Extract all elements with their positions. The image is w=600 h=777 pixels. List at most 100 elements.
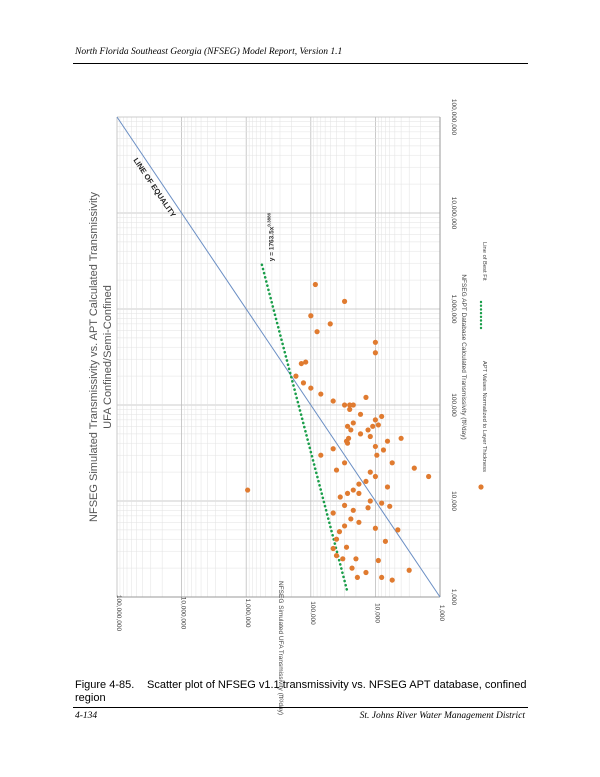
data-point [379, 413, 385, 420]
y-axis-title: NFSEG Simulated UFA Transmissivity (ft²/… [277, 581, 284, 715]
y-tick-label: 10,000,000 [180, 597, 187, 630]
data-point [363, 394, 369, 400]
line-of-best-fit [260, 261, 349, 591]
data-point [374, 452, 380, 458]
data-point [353, 556, 359, 562]
data-point [398, 435, 404, 441]
data-point [350, 420, 356, 426]
data-point [384, 438, 391, 444]
chart-subtitle: UFA Confined/Semi-Confined [102, 285, 114, 429]
data-point [389, 460, 395, 466]
data-point [333, 552, 340, 559]
data-point [354, 574, 360, 581]
data-point [340, 556, 346, 562]
data-point [372, 443, 378, 450]
data-point [379, 500, 385, 506]
data-point [350, 507, 356, 513]
data-point [375, 422, 381, 428]
data-point [372, 417, 378, 423]
data-point [347, 406, 353, 412]
chart-tick-labels: 1,000 10,000 100,000 1,000,000 10,000,000 100… [115, 99, 457, 632]
x-axis-title: NFSEG APT Database Calculated Transmissi… [460, 274, 467, 439]
data-point [337, 494, 343, 500]
y-tick-label: 1,000,000 [244, 599, 251, 628]
figure-number: Figure 4-85. [75, 679, 135, 691]
footer-rule [73, 707, 528, 708]
data-point [348, 516, 354, 522]
data-point [341, 523, 348, 529]
data-point [365, 427, 371, 433]
fit-equation-label: y = 1763.5x0.3886 [266, 212, 275, 261]
data-point [344, 423, 351, 429]
data-point [395, 527, 401, 533]
y-tick-label: 10,000 [373, 603, 380, 623]
data-point [298, 360, 304, 367]
data-point [357, 411, 364, 417]
data-point [426, 473, 432, 480]
data-point [356, 481, 362, 487]
data-point [300, 380, 307, 386]
data-point [349, 565, 355, 571]
data-point [365, 505, 371, 511]
data-point [330, 398, 336, 404]
data-point [341, 402, 348, 408]
data-point [411, 465, 417, 471]
data-point [356, 490, 362, 496]
legend-point-marker [478, 484, 484, 490]
x-tick-label: 1,000,000 [450, 295, 457, 324]
page-number: 4-134 [75, 711, 98, 721]
data-point [357, 431, 364, 437]
data-point [372, 473, 378, 480]
data-point [318, 391, 324, 397]
x-tick-label: 10,000,000 [450, 197, 457, 230]
data-point [343, 544, 350, 550]
data-point [330, 510, 336, 516]
data-point [406, 567, 412, 573]
chart-title: NFSEG Simulated Transmissivity vs. APT C… [88, 192, 100, 522]
chart-gridlines [116, 116, 441, 598]
data-point [336, 529, 343, 535]
chart-reference-lines [116, 116, 441, 598]
data-point [375, 557, 381, 564]
y-tick-label: 1,000 [438, 605, 445, 622]
data-point [389, 577, 395, 583]
data-point [318, 452, 324, 458]
data-point [372, 525, 378, 531]
data-point [333, 467, 340, 473]
data-point [380, 447, 387, 453]
data-point [293, 373, 299, 379]
header-rule [73, 63, 528, 64]
x-tick-label: 10,000 [450, 491, 457, 511]
data-point [367, 469, 373, 475]
x-tick-label: 100,000 [450, 393, 457, 417]
x-tick-label: 100,000,000 [450, 99, 457, 136]
legend-points-label: APT Values Normalized to Layer Thickness [481, 361, 487, 472]
data-point [327, 321, 333, 327]
data-point [379, 574, 385, 581]
data-point [372, 339, 378, 345]
figure-caption: Figure 4-85. Scatter plot of NFSEG v1.1 t… [75, 679, 530, 705]
data-point [308, 313, 314, 319]
chart-data-points [245, 281, 432, 583]
chart-text: LINE OF EQUALITY y = 1763.5x0.3886 NFSEG S… [88, 156, 487, 715]
data-point [348, 427, 354, 433]
data-point [372, 350, 378, 356]
data-point [363, 478, 369, 485]
data-point [330, 545, 336, 552]
data-point [341, 502, 348, 508]
data-point [245, 487, 251, 493]
data-point [333, 536, 340, 542]
footer-organization: St. Johns River Water Management Distric… [359, 711, 525, 721]
legend-fit-label: Line of Best Fit [481, 242, 487, 281]
data-point [367, 433, 373, 440]
data-point [370, 423, 376, 429]
data-point [341, 298, 348, 304]
data-point [350, 487, 356, 493]
data-point [344, 490, 351, 496]
data-point [367, 498, 373, 504]
data-point [384, 484, 391, 490]
x-tick-label: 1,000 [450, 589, 457, 606]
data-point [387, 503, 393, 509]
data-point [347, 402, 353, 408]
